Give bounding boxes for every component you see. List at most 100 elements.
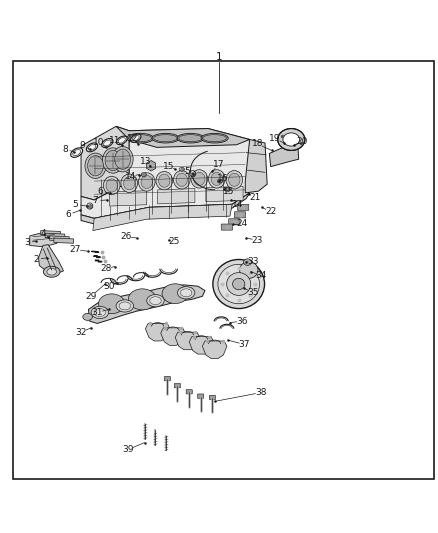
Ellipse shape (99, 294, 125, 313)
Text: 25: 25 (169, 237, 180, 246)
Polygon shape (45, 233, 65, 238)
Text: 31: 31 (92, 308, 103, 317)
Ellipse shape (283, 133, 300, 146)
Ellipse shape (233, 278, 245, 290)
Ellipse shape (86, 143, 98, 152)
Text: 33: 33 (247, 257, 259, 266)
Ellipse shape (102, 139, 113, 148)
Ellipse shape (191, 169, 208, 188)
Polygon shape (245, 140, 267, 193)
Ellipse shape (177, 133, 204, 143)
Ellipse shape (117, 136, 127, 144)
Text: 36: 36 (236, 317, 247, 326)
Ellipse shape (218, 264, 259, 304)
Ellipse shape (94, 309, 106, 317)
Text: 17: 17 (213, 160, 225, 169)
Ellipse shape (227, 273, 251, 295)
FancyBboxPatch shape (229, 219, 240, 225)
Ellipse shape (180, 289, 192, 297)
Ellipse shape (88, 144, 95, 150)
Ellipse shape (208, 169, 225, 188)
Ellipse shape (112, 147, 133, 172)
Ellipse shape (173, 171, 190, 189)
FancyBboxPatch shape (174, 383, 180, 388)
Ellipse shape (201, 133, 228, 143)
FancyBboxPatch shape (237, 204, 249, 211)
Text: 35: 35 (247, 288, 259, 297)
Ellipse shape (119, 302, 131, 310)
Text: 30: 30 (103, 282, 114, 290)
Text: 27: 27 (70, 245, 81, 254)
Polygon shape (30, 232, 57, 247)
Text: 4: 4 (40, 229, 46, 238)
Text: 15: 15 (163, 161, 174, 171)
FancyBboxPatch shape (221, 224, 233, 230)
FancyBboxPatch shape (198, 394, 204, 398)
Text: 14: 14 (125, 172, 136, 181)
Ellipse shape (226, 171, 243, 189)
Polygon shape (145, 324, 170, 341)
Ellipse shape (244, 259, 251, 265)
Text: 34: 34 (255, 271, 266, 280)
Ellipse shape (213, 260, 265, 309)
Text: 15: 15 (223, 187, 234, 196)
Text: 20: 20 (297, 137, 308, 146)
Ellipse shape (240, 262, 258, 278)
Text: 28: 28 (100, 264, 112, 273)
Ellipse shape (177, 287, 195, 299)
Text: 9: 9 (79, 141, 85, 150)
Polygon shape (81, 193, 250, 223)
Ellipse shape (159, 174, 170, 187)
Ellipse shape (85, 153, 106, 179)
Ellipse shape (229, 173, 240, 187)
Polygon shape (93, 204, 232, 231)
Ellipse shape (115, 149, 131, 169)
Text: 8: 8 (62, 144, 68, 154)
Ellipse shape (118, 138, 125, 143)
Polygon shape (175, 332, 200, 350)
Text: 11: 11 (109, 136, 120, 145)
Ellipse shape (104, 140, 111, 146)
Ellipse shape (103, 176, 120, 195)
Text: 13: 13 (140, 157, 151, 166)
Ellipse shape (141, 175, 152, 189)
Ellipse shape (128, 289, 156, 310)
Ellipse shape (91, 306, 109, 319)
Ellipse shape (211, 172, 223, 185)
Text: 21: 21 (249, 193, 261, 202)
Text: 12: 12 (127, 134, 138, 143)
Ellipse shape (147, 295, 164, 307)
Text: 38: 38 (255, 388, 266, 397)
Text: 26: 26 (120, 232, 132, 241)
Ellipse shape (121, 174, 138, 192)
Ellipse shape (176, 173, 187, 187)
Ellipse shape (156, 172, 173, 190)
Ellipse shape (138, 173, 155, 191)
Ellipse shape (278, 128, 305, 150)
Polygon shape (116, 126, 250, 147)
Polygon shape (161, 328, 185, 345)
Ellipse shape (43, 266, 60, 277)
Polygon shape (39, 245, 64, 273)
Ellipse shape (106, 179, 117, 192)
Text: 7: 7 (92, 196, 99, 205)
Text: 5: 5 (184, 166, 191, 175)
Ellipse shape (88, 156, 103, 176)
Polygon shape (147, 160, 155, 171)
Text: 18: 18 (252, 139, 263, 148)
Ellipse shape (131, 134, 141, 142)
Ellipse shape (47, 269, 57, 275)
FancyBboxPatch shape (186, 390, 192, 394)
Ellipse shape (127, 133, 154, 143)
Ellipse shape (83, 313, 92, 320)
FancyBboxPatch shape (234, 212, 246, 218)
Text: 24: 24 (236, 219, 247, 228)
Text: 6: 6 (65, 211, 71, 219)
Text: 16: 16 (217, 174, 228, 183)
Polygon shape (41, 231, 60, 236)
Ellipse shape (124, 177, 135, 190)
Text: 1: 1 (215, 52, 223, 62)
Text: 14: 14 (232, 200, 243, 209)
Polygon shape (202, 341, 227, 359)
Text: 32: 32 (75, 328, 87, 337)
